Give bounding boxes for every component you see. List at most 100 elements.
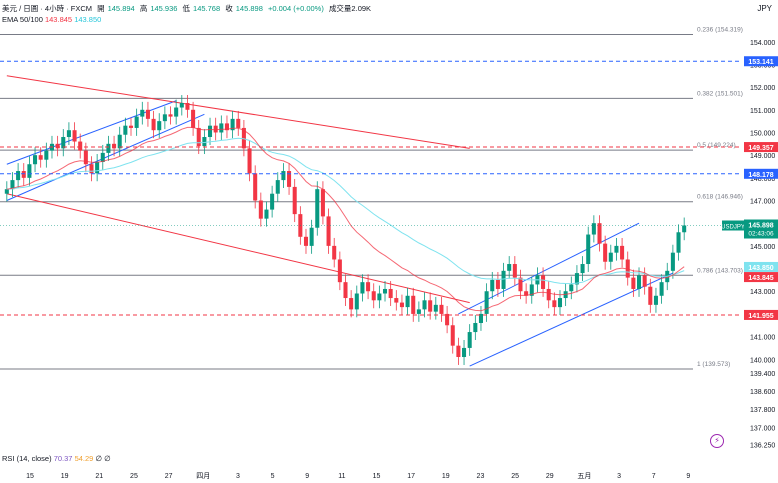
candle-body[interactable]: [507, 264, 512, 271]
candle-body[interactable]: [371, 291, 376, 301]
candle-body[interactable]: [44, 150, 49, 160]
candle-body[interactable]: [162, 114, 167, 122]
candle-body[interactable]: [343, 282, 348, 299]
candle-body[interactable]: [636, 275, 642, 289]
candle-body[interactable]: [309, 227, 314, 246]
candle-body[interactable]: [552, 300, 557, 308]
candle-body[interactable]: [490, 279, 495, 292]
candle-body[interactable]: [78, 141, 83, 151]
candle-body[interactable]: [264, 209, 269, 219]
candle-body[interactable]: [422, 300, 427, 310]
candle-body[interactable]: [168, 114, 173, 117]
candle-body[interactable]: [128, 125, 134, 128]
candle-body[interactable]: [281, 171, 286, 181]
candle-body[interactable]: [61, 137, 66, 149]
candle-body[interactable]: [529, 284, 534, 296]
candle-body[interactable]: [433, 304, 438, 312]
candle-body[interactable]: [55, 143, 60, 149]
candle-body[interactable]: [27, 164, 32, 178]
candle-body[interactable]: [405, 295, 410, 308]
candle-body[interactable]: [315, 189, 320, 228]
candle-body[interactable]: [320, 189, 325, 217]
symbol-name[interactable]: 美元 / 日圓 · 4小時 · FXCM: [2, 4, 92, 13]
candle-body[interactable]: [394, 298, 399, 303]
candle-body[interactable]: [546, 288, 551, 301]
candle-body[interactable]: [512, 264, 517, 278]
candle-body[interactable]: [524, 291, 529, 296]
ema-legend[interactable]: EMA 50/100 143.845 143.850: [2, 15, 101, 24]
candle-body[interactable]: [287, 171, 292, 187]
candle-body[interactable]: [230, 118, 235, 131]
candle-body[interactable]: [557, 298, 563, 308]
candle-body[interactable]: [631, 277, 636, 289]
candle-body[interactable]: [21, 171, 26, 178]
candle-body[interactable]: [224, 123, 229, 131]
candle-body[interactable]: [151, 118, 156, 131]
candle-body[interactable]: [179, 102, 184, 108]
candle-body[interactable]: [219, 123, 224, 133]
candle-body[interactable]: [157, 121, 162, 131]
candle-body[interactable]: [659, 282, 664, 296]
candle-body[interactable]: [445, 313, 450, 326]
candle-body[interactable]: [642, 275, 647, 287]
candle-body[interactable]: [382, 288, 388, 294]
candle-body[interactable]: [134, 116, 139, 128]
candle-body[interactable]: [349, 298, 354, 310]
candle-body[interactable]: [597, 223, 602, 244]
candle-body[interactable]: [16, 171, 21, 181]
candle-body[interactable]: [10, 180, 15, 190]
candle-body[interactable]: [241, 127, 246, 149]
candle-body[interactable]: [208, 125, 213, 138]
candle-body[interactable]: [670, 252, 675, 271]
candle-body[interactable]: [89, 164, 94, 174]
candle-body[interactable]: [495, 279, 500, 289]
candle-body[interactable]: [72, 130, 77, 142]
candle-body[interactable]: [275, 180, 280, 194]
candle-body[interactable]: [569, 284, 574, 292]
candle-body[interactable]: [100, 152, 105, 162]
candle-body[interactable]: [258, 200, 263, 219]
candle-body[interactable]: [399, 302, 404, 308]
candle-body[interactable]: [196, 127, 201, 147]
candle-body[interactable]: [140, 109, 145, 117]
candle-body[interactable]: [456, 345, 461, 358]
candle-body[interactable]: [292, 186, 297, 215]
candle-body[interactable]: [332, 245, 337, 260]
candle-body[interactable]: [608, 252, 613, 262]
candle-body[interactable]: [366, 282, 371, 292]
candle-body[interactable]: [326, 216, 331, 246]
candle-body[interactable]: [247, 148, 252, 174]
candle-body[interactable]: [270, 193, 275, 210]
candle-body[interactable]: [478, 313, 483, 323]
candle-body[interactable]: [484, 291, 489, 314]
candle-body[interactable]: [462, 347, 467, 358]
candle-body[interactable]: [185, 102, 190, 110]
candle-body[interactable]: [112, 143, 117, 149]
candle-body[interactable]: [38, 155, 43, 160]
rising-channel-lower[interactable]: [6, 113, 205, 201]
candle-body[interactable]: [388, 288, 393, 299]
candle-body[interactable]: [4, 189, 9, 194]
candle-body[interactable]: [676, 232, 681, 253]
candle-body[interactable]: [501, 270, 506, 289]
candle-body[interactable]: [620, 245, 625, 260]
candle-body[interactable]: [213, 125, 218, 133]
candle-body[interactable]: [360, 282, 365, 294]
candle-body[interactable]: [648, 286, 653, 305]
candle-body[interactable]: [303, 236, 309, 246]
candle-body[interactable]: [541, 275, 546, 289]
candle-body[interactable]: [145, 109, 150, 119]
candle-body[interactable]: [83, 150, 88, 165]
candle-body[interactable]: [574, 273, 579, 285]
candle-body[interactable]: [450, 325, 455, 346]
candle-body[interactable]: [236, 118, 241, 128]
candle-body[interactable]: [653, 295, 658, 305]
candle-body[interactable]: [428, 300, 433, 312]
candle-body[interactable]: [174, 107, 179, 117]
downtrend-line-lower[interactable]: [6, 193, 470, 304]
candle-body[interactable]: [191, 109, 196, 128]
candle-body[interactable]: [614, 245, 619, 253]
candle-body[interactable]: [354, 293, 359, 310]
candle-body[interactable]: [518, 277, 523, 292]
